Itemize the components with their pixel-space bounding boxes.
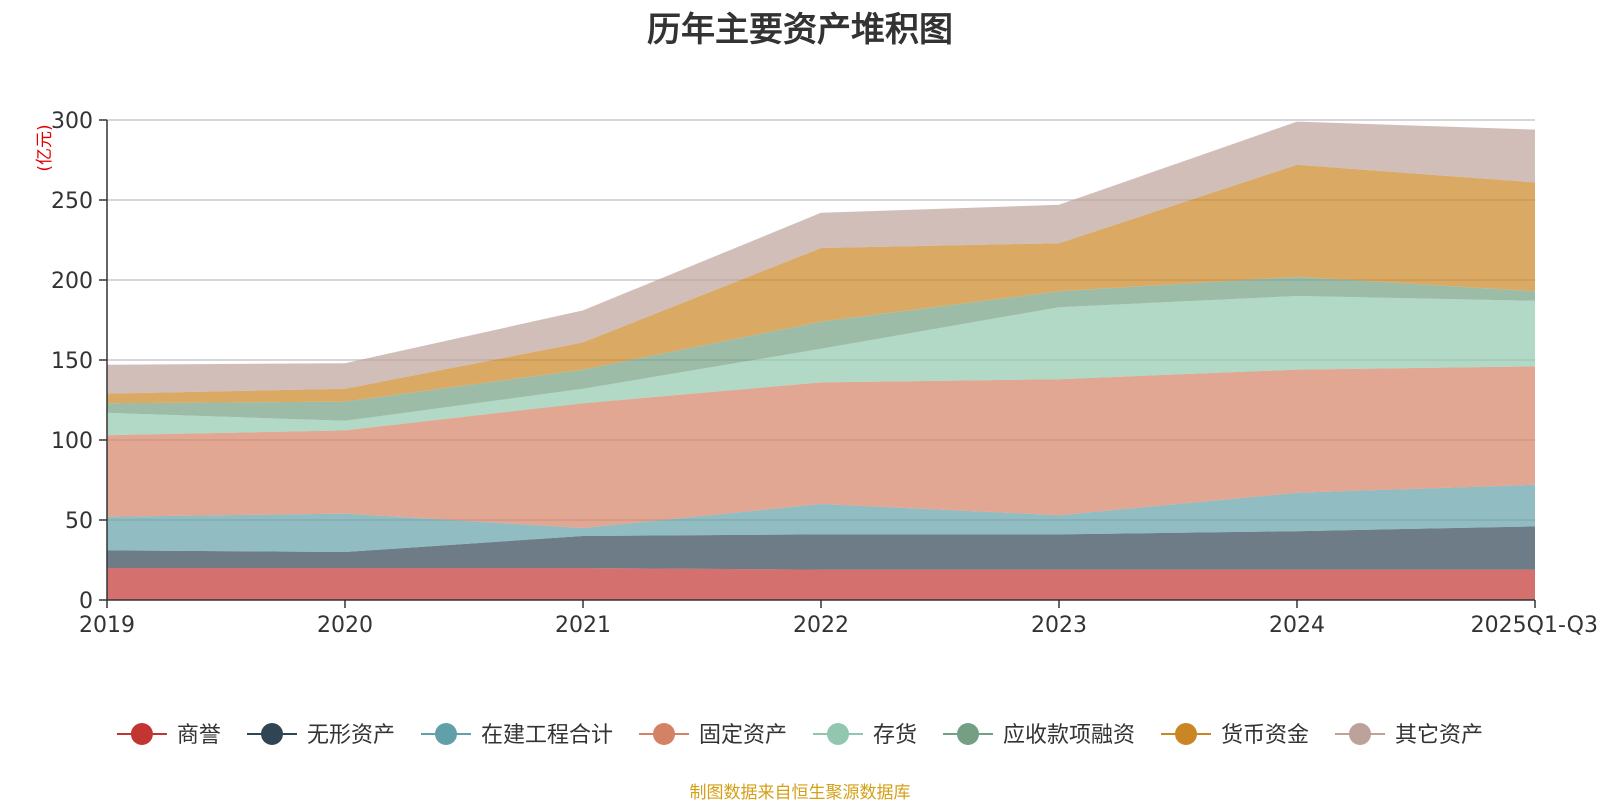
legend-item[interactable]: 货币资金 bbox=[1161, 723, 1309, 748]
legend-label: 固定资产 bbox=[699, 723, 787, 748]
x-tick-label: 2020 bbox=[317, 613, 373, 638]
area-series-5 bbox=[107, 276, 1535, 421]
legend-item[interactable]: 应收款项融资 bbox=[943, 723, 1135, 748]
x-tick-label: 2019 bbox=[79, 613, 135, 638]
x-tick-label: 2022 bbox=[793, 613, 849, 638]
area-series-0 bbox=[107, 568, 1535, 600]
legend-label: 在建工程合计 bbox=[481, 723, 613, 748]
area-series-7 bbox=[107, 121, 1535, 394]
area-series-1 bbox=[107, 526, 1535, 570]
area-series-3 bbox=[107, 366, 1535, 528]
y-tick-label: 150 bbox=[51, 349, 93, 374]
legend-item[interactable]: 商誉 bbox=[116, 723, 221, 748]
legend-marker bbox=[1175, 723, 1197, 745]
legend-marker bbox=[435, 723, 457, 745]
legend-label: 存货 bbox=[873, 723, 917, 748]
x-tick-label: 2021 bbox=[555, 613, 611, 638]
legend-item[interactable]: 存货 bbox=[813, 723, 917, 748]
y-tick-label: 50 bbox=[65, 509, 93, 534]
x-tick-label: 2023 bbox=[1031, 613, 1087, 638]
legend-marker bbox=[1349, 723, 1371, 745]
area-series-2 bbox=[107, 484, 1535, 552]
legend-marker bbox=[130, 723, 153, 745]
legend-label: 应收款项融资 bbox=[1003, 723, 1135, 748]
y-tick-label: 250 bbox=[51, 189, 93, 214]
legend-marker bbox=[261, 723, 283, 745]
legend-item[interactable]: 无形资产 bbox=[247, 723, 395, 748]
legend-marker bbox=[653, 723, 675, 745]
area-series-4 bbox=[107, 296, 1535, 436]
y-tick-label: 200 bbox=[51, 269, 93, 294]
source-note: 制图数据来自恒生聚源数据库 bbox=[689, 783, 911, 803]
legend-marker bbox=[827, 723, 849, 745]
legend-marker bbox=[957, 723, 979, 745]
legend: 商誉 无形资产 在建工程合计 固定资产 存货 应收款项融资 货币资金 其它资产 bbox=[116, 723, 1483, 748]
area-series-6 bbox=[107, 164, 1535, 404]
legend-item[interactable]: 在建工程合计 bbox=[421, 723, 613, 748]
x-tick-label: 2025Q1-Q3 bbox=[1471, 613, 1598, 638]
chart-title: 历年主要资产堆积图 bbox=[647, 10, 953, 50]
legend-label: 商誉 bbox=[177, 723, 221, 748]
legend-label: 货币资金 bbox=[1221, 723, 1309, 748]
x-tick-label: 2024 bbox=[1269, 613, 1325, 638]
legend-item[interactable]: 固定资产 bbox=[639, 723, 787, 748]
area-series bbox=[107, 121, 1535, 600]
y-tick-label: 300 bbox=[51, 109, 93, 134]
y-axis-label: (亿元) bbox=[35, 124, 55, 171]
axes: 0 50 100 150 200 250 300 2019 2020 2021 2022 2023 20… bbox=[51, 109, 1598, 638]
legend-label: 其它资产 bbox=[1395, 723, 1483, 748]
y-tick-label: 0 bbox=[79, 589, 93, 614]
y-tick-label: 100 bbox=[51, 429, 93, 454]
legend-item[interactable]: 其它资产 bbox=[1335, 723, 1483, 748]
legend-label: 无形资产 bbox=[307, 723, 395, 748]
